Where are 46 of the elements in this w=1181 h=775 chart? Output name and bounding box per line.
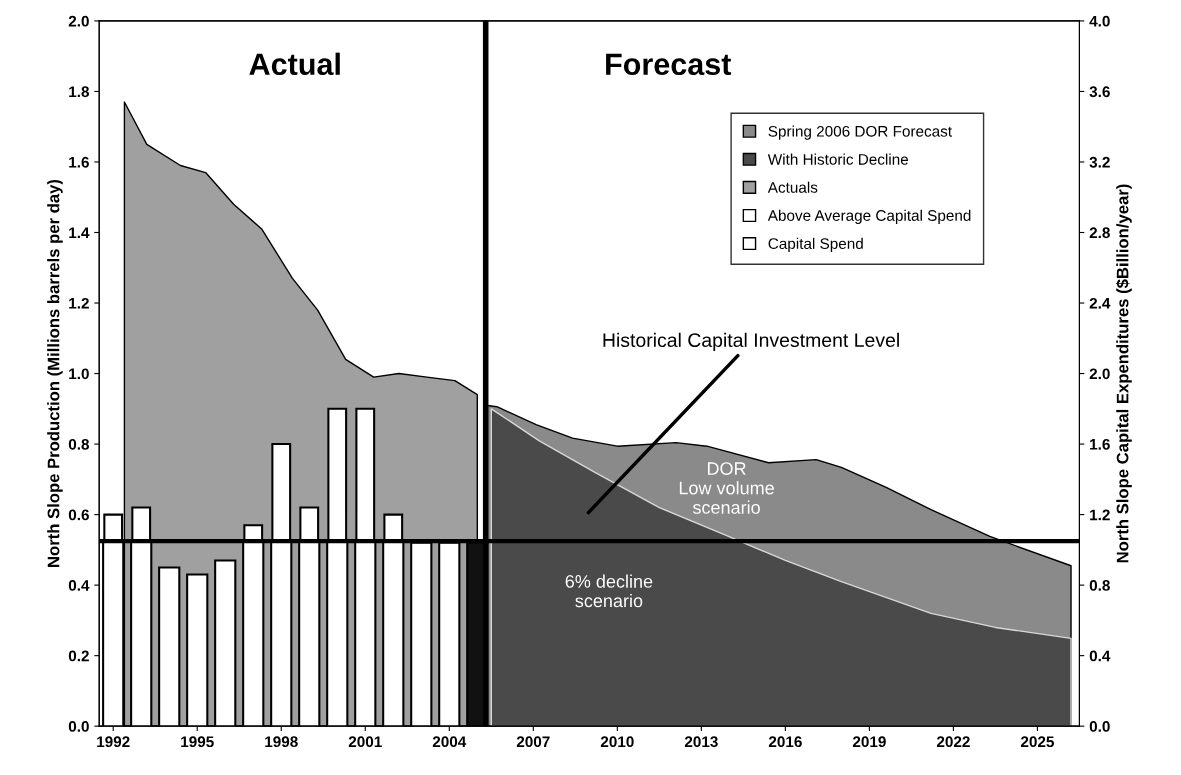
x-tick-label: 1998 (265, 736, 298, 748)
y2-tick-label: 3.2 (1089, 156, 1110, 168)
annotation: Forecast (606, 53, 732, 76)
y2-tick-label: 1.6 (1090, 438, 1110, 450)
y2-tick-label: 0.0 (1089, 721, 1110, 732)
y-axis-title: North Slope Production (Millions barrels per day) (47, 179, 63, 567)
y2-tick-label: 2.8 (1089, 227, 1110, 239)
y2-tick-label: 4.0 (1089, 15, 1110, 27)
y-tick-label: 0.8 (68, 438, 90, 450)
annotation: DOR Low volume scenario (679, 462, 774, 514)
y-tick-label: 0.2 (68, 650, 89, 662)
x-tick-label: 2010 (600, 736, 634, 748)
annotation: Historical Capital Investment Level (603, 332, 899, 351)
legend-label: Capital Spend (768, 237, 863, 253)
x-tick-label: 1992 (97, 736, 130, 748)
x-tick-label: 2013 (684, 736, 718, 748)
y2-axis-title: North Slope Capital Expenditures ($Billion/year) (1115, 184, 1132, 563)
y2-tick-label: 2.4 (1089, 297, 1111, 309)
y-tick-label: 1.0 (69, 368, 89, 380)
x-tick-label: 2016 (768, 736, 802, 748)
legend-label: Actuals (767, 181, 818, 193)
y2-tick-label: 3.6 (1089, 86, 1110, 98)
y2-tick-label: 0.8 (1089, 579, 1110, 591)
x-tick-label: 2019 (852, 736, 886, 748)
legend-label: With Historic Decline (767, 153, 909, 165)
y-tick-label: 1.8 (69, 86, 90, 98)
legend-label: Above Average Capital Spend (767, 209, 971, 224)
x-tick-label: 2022 (936, 736, 970, 748)
y-tick-label: 0.6 (68, 509, 89, 521)
x-tick-label: 2004 (432, 736, 467, 748)
y-tick-label: 0.4 (68, 579, 90, 591)
y-tick-label: 2.0 (68, 15, 89, 27)
y2-tick-label: 2.0 (1089, 368, 1110, 380)
y-tick-label: 1.4 (69, 227, 90, 239)
x-tick-label: 2001 (348, 736, 382, 748)
x-tick-label: 1995 (181, 736, 214, 748)
y-tick-label: 0.0 (68, 721, 89, 732)
y2-tick-label: 0.4 (1089, 650, 1111, 662)
annotation: Actual (249, 52, 340, 76)
y2-tick-label: 1.2 (1090, 509, 1110, 521)
y-tick-label: 1.6 (69, 156, 89, 168)
y-tick-label: 1.2 (69, 297, 89, 309)
annotation: 6% decline scenario (565, 574, 653, 608)
legend-label: Spring 2006 DOR Forecast (768, 125, 952, 140)
x-tick-label: 2025 (1020, 736, 1054, 748)
x-tick-label: 2007 (516, 736, 550, 748)
